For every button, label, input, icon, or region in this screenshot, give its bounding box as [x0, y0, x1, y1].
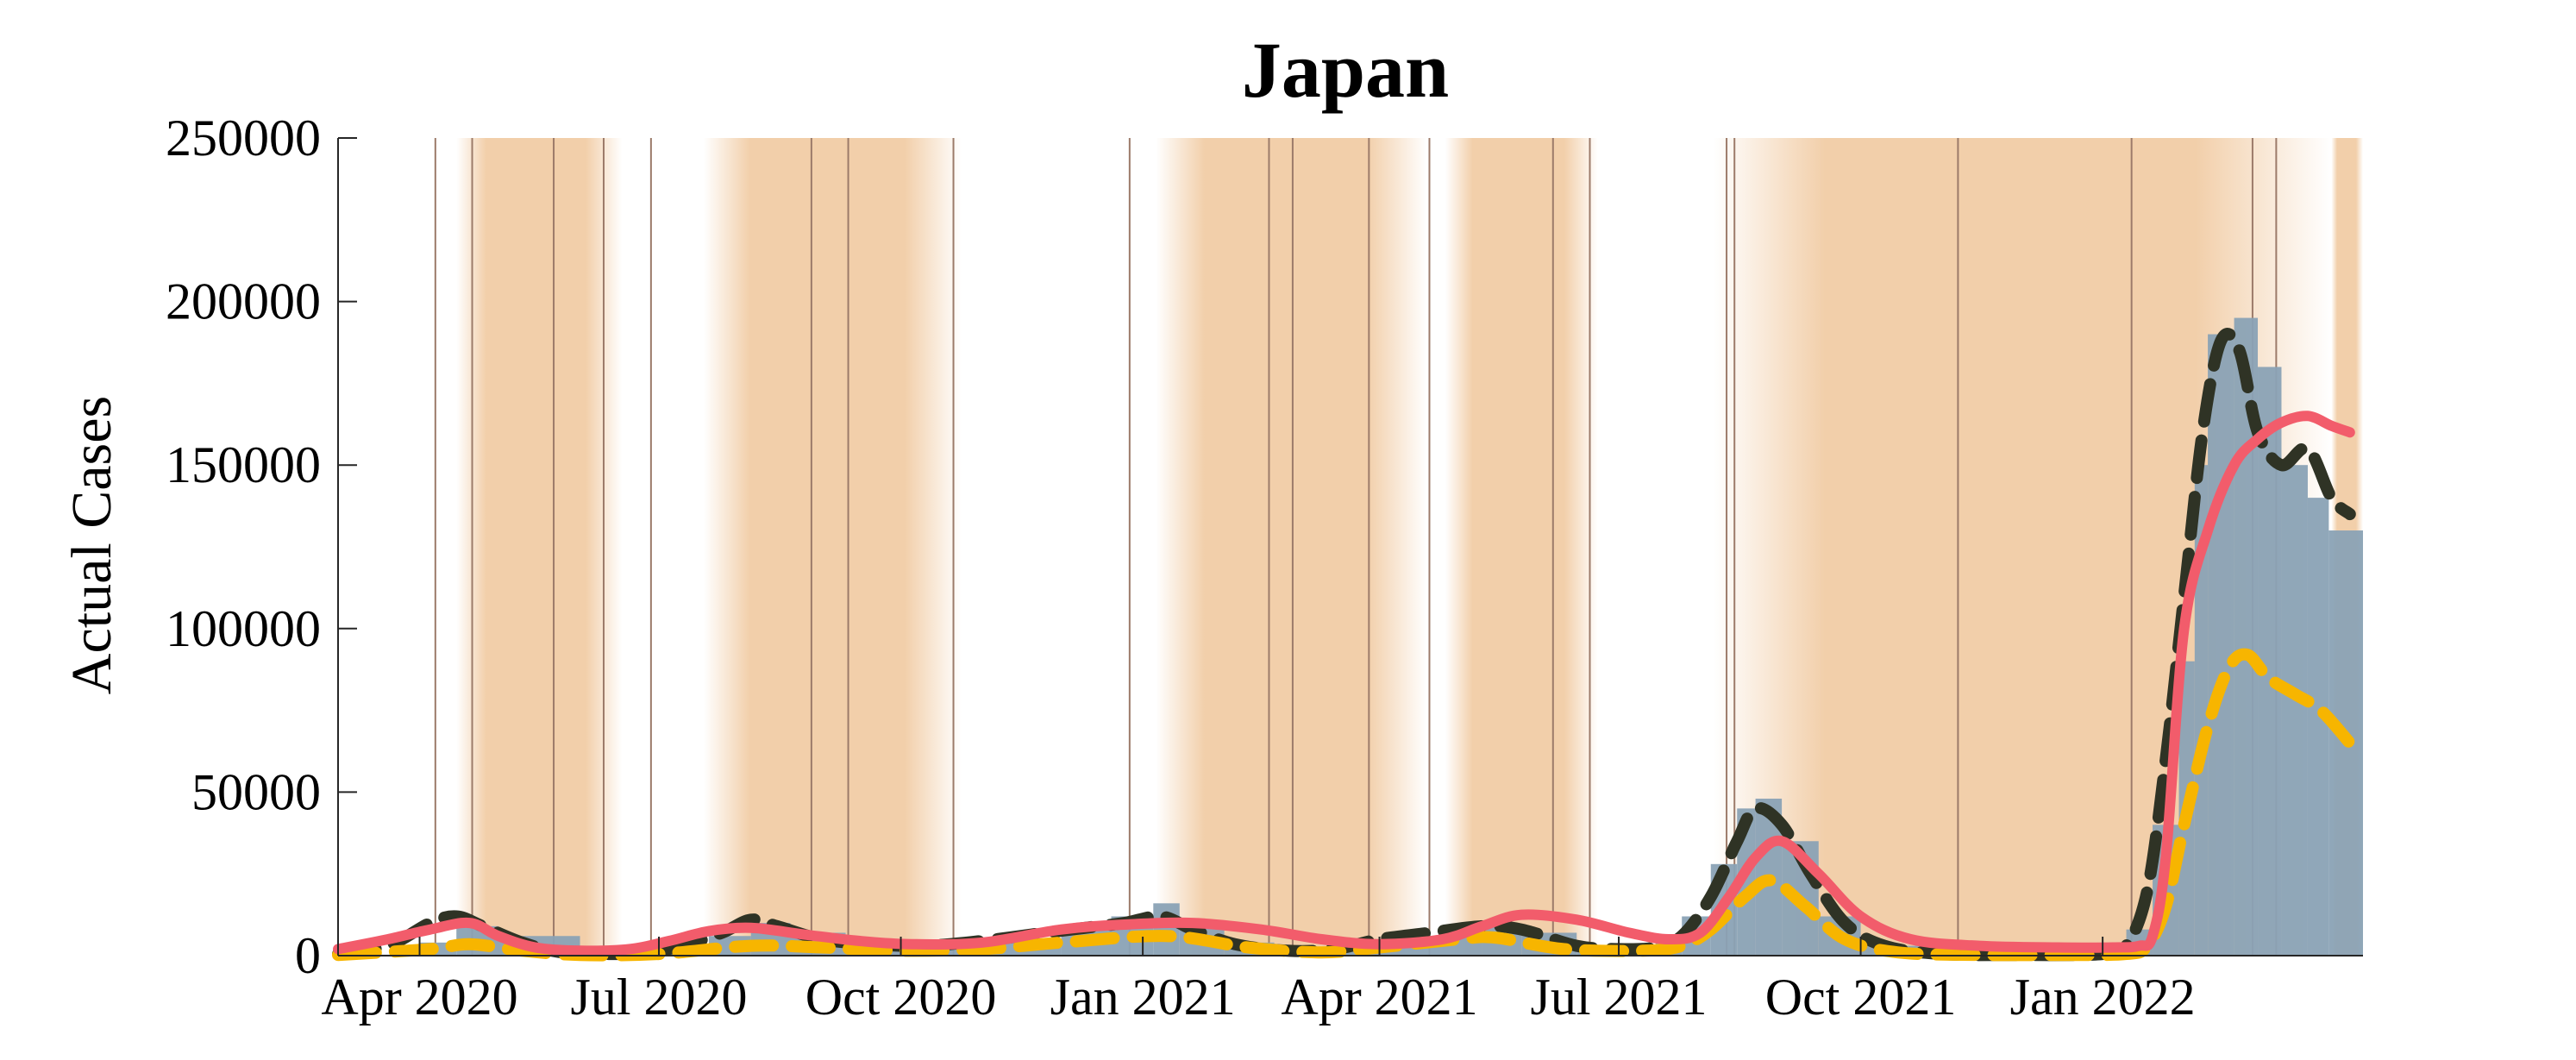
chart-title: Japan: [1242, 26, 1449, 114]
series-red-solid-line: [333, 411, 2355, 957]
axes: 0 50000 100000 150000 200000 250000 Apr 2020 Ju…: [166, 110, 2363, 1026]
bar-40: [2208, 334, 2234, 956]
y-tick-label-1: 50000: [191, 763, 321, 820]
bar-19: [1379, 945, 1430, 956]
shaded-period-3: [1445, 138, 1598, 956]
shaded-period-2: [1156, 138, 1427, 956]
bar-44: [2307, 498, 2329, 956]
bar-14: [1153, 903, 1180, 956]
x-tick-label-2: Oct 2020: [805, 969, 997, 1026]
series-yellow-dashed-line: [332, 648, 2356, 962]
y-tick-label-2: 100000: [166, 600, 321, 657]
y-tick-label-0: 0: [295, 927, 321, 984]
shaded-periods: [456, 138, 2363, 956]
x-tick-label-3: Jan 2021: [1050, 969, 1236, 1026]
x-tick-label-6: Oct 2021: [1765, 969, 1957, 1026]
y-tick-label-5: 250000: [166, 110, 321, 166]
shaded-period-0: [456, 138, 623, 956]
event-lines: [434, 138, 2278, 956]
line-series: [332, 328, 2356, 962]
x-tick-label-4: Apr 2021: [1281, 969, 1477, 1026]
bar-43: [2281, 465, 2308, 956]
shaded-period-1: [703, 138, 962, 956]
x-tick-label-1: Jul 2020: [571, 969, 748, 1026]
x-tick-label-7: Jan 2022: [2010, 969, 2196, 1026]
y-tick-label-3: 150000: [166, 436, 321, 493]
bar-39: [2194, 465, 2209, 956]
x-tick-label-5: Jul 2021: [1531, 969, 1708, 1026]
y-tick-label-4: 200000: [166, 273, 321, 330]
x-tick-label-0: Apr 2020: [321, 969, 517, 1026]
y-axis-label: Actual Cases: [60, 396, 123, 694]
